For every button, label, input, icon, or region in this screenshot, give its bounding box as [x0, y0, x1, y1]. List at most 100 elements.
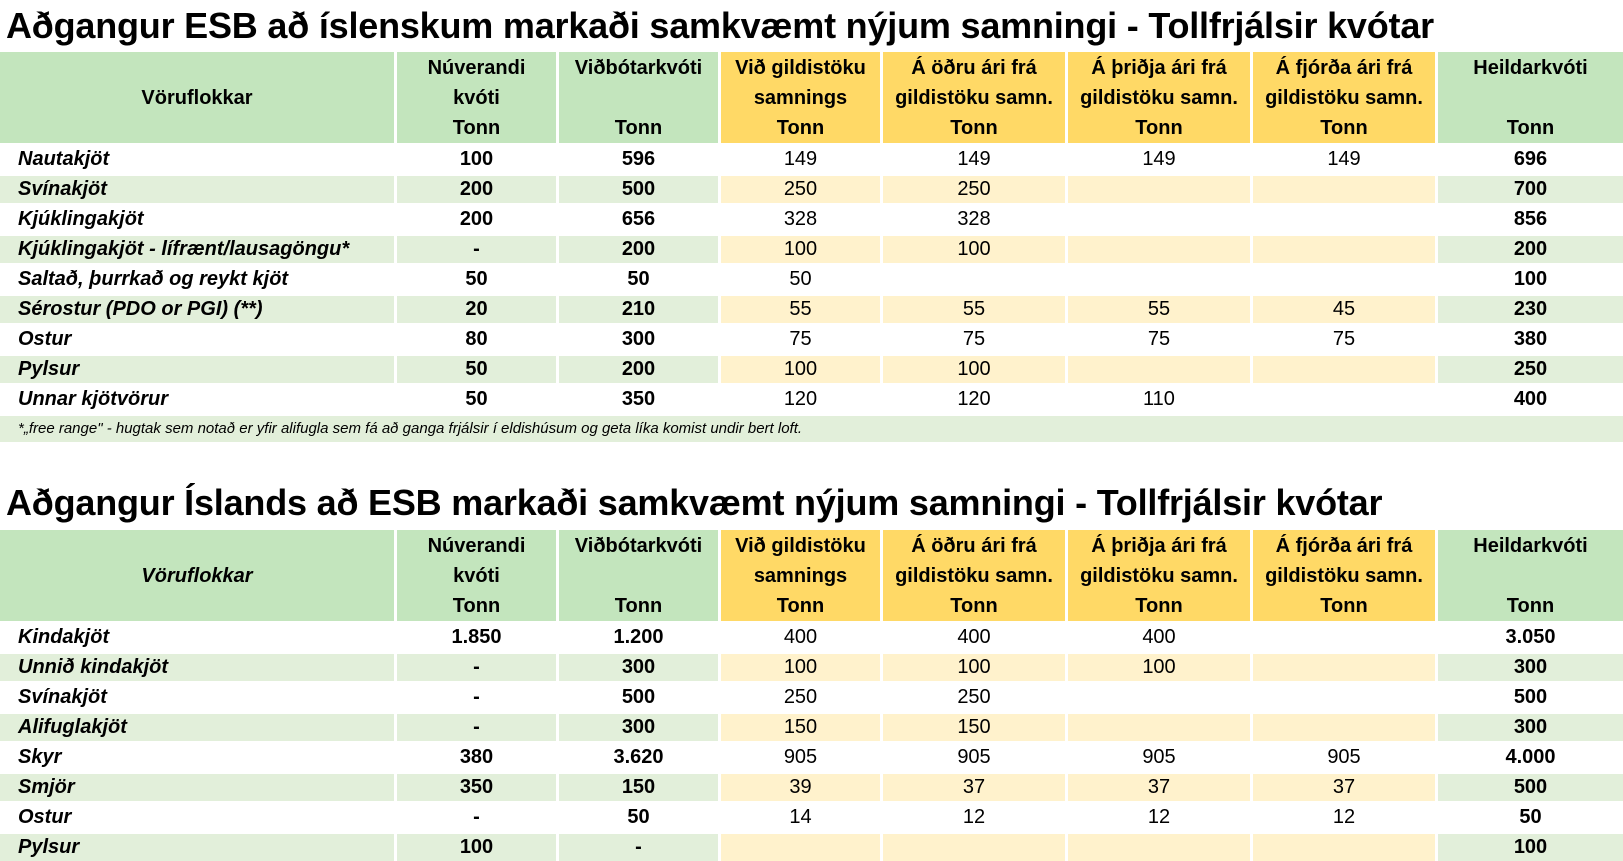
cell-current-quota: 350 — [397, 774, 559, 804]
cell-third-year — [1068, 206, 1253, 236]
table-row: Pylsur 50 200 100 100 250 — [0, 356, 1623, 386]
cell-total-quota: 500 — [1438, 774, 1623, 804]
cell-second-year: 100 — [883, 356, 1068, 386]
cell-second-year: 55 — [883, 296, 1068, 326]
cell-fourth-year — [1253, 176, 1438, 206]
header-line: Núverandi — [427, 535, 526, 557]
cell-on-entry-into-force: 14 — [721, 804, 883, 834]
header-line: Viðbótarkvóti — [574, 57, 703, 79]
cell-second-year: 100 — [883, 654, 1068, 684]
cell-product-category: Skyr — [0, 744, 397, 774]
cell-second-year — [883, 834, 1068, 861]
header-current-quota: Núverandi kvóti Tonn — [397, 52, 559, 146]
header-line: Tonn — [614, 117, 663, 139]
cell-on-entry-into-force: 39 — [721, 774, 883, 804]
header-on-entry-into-force: Við gildistöku samnings Tonn — [721, 52, 883, 146]
header-line — [561, 83, 716, 113]
cell-product-category: Svínakjöt — [0, 176, 397, 206]
cell-fourth-year: 45 — [1253, 296, 1438, 326]
cell-additional-quota: 500 — [559, 176, 721, 206]
cell-fourth-year — [1253, 206, 1438, 236]
header-line: samnings — [753, 87, 848, 109]
table-row: Unnið kindakjöt -300 100 100 100 300 — [0, 654, 1623, 684]
cell-product-category: Smjör — [0, 774, 397, 804]
header-line: Tonn — [950, 595, 998, 617]
cell-second-year: 250 — [883, 176, 1068, 206]
cell-third-year: 12 — [1068, 804, 1253, 834]
header-line: Tonn — [1506, 117, 1555, 139]
cell-current-quota: - — [397, 714, 559, 744]
cell-additional-quota: 1.200 — [559, 624, 721, 654]
table-row: Saltað, þurrkað og reykt kjöt 50 50 50 100 — [0, 266, 1623, 296]
cell-on-entry-into-force: 100 — [721, 236, 883, 266]
header-total-quota: Heildarkvóti Tonn — [1438, 530, 1623, 624]
cell-fourth-year — [1253, 266, 1438, 296]
header-line: Núverandi — [427, 57, 526, 79]
header-line: Heildarkvóti — [1473, 535, 1588, 557]
cell-third-year — [1068, 684, 1253, 714]
header-line: gildistöku samn. — [895, 87, 1053, 109]
cell-on-entry-into-force: 328 — [721, 206, 883, 236]
table-row: Svínakjöt -500 250 250 500 — [0, 684, 1623, 714]
cell-fourth-year — [1253, 834, 1438, 861]
header-line: Tonn — [950, 117, 998, 139]
table-row: Ostur 80 300 75 75 75 75 380 — [0, 326, 1623, 356]
cell-third-year — [1068, 266, 1253, 296]
header-line: gildistöku samn. — [895, 565, 1053, 587]
cell-third-year: 400 — [1068, 624, 1253, 654]
cell-additional-quota: 150 — [559, 774, 721, 804]
header-line — [561, 561, 716, 591]
cell-additional-quota: 656 — [559, 206, 721, 236]
footnote: *„free range" - hugtak sem notað er yfir… — [0, 416, 1623, 445]
cell-additional-quota: 200 — [559, 236, 721, 266]
cell-current-quota: 200 — [397, 176, 559, 206]
cell-on-entry-into-force: 100 — [721, 356, 883, 386]
header-line: Tonn — [452, 117, 501, 139]
cell-additional-quota: 3.620 — [559, 744, 721, 774]
header-product-category: Vöruflokkar — [0, 530, 397, 624]
cell-total-quota: 856 — [1438, 206, 1623, 236]
cell-additional-quota: - — [559, 834, 721, 861]
cell-total-quota: 4.000 — [1438, 744, 1623, 774]
header-fourth-year: Á fjórða ári frá gildistöku samn. Tonn — [1253, 530, 1438, 624]
header-line: Tonn — [1135, 595, 1183, 617]
header-line: Tonn — [452, 595, 501, 617]
cell-total-quota: 230 — [1438, 296, 1623, 326]
header-line: Á öðru ári frá — [911, 535, 1037, 557]
cell-product-category: Pylsur — [0, 356, 397, 386]
cell-product-category: Saltað, þurrkað og reykt kjöt — [0, 266, 397, 296]
cell-current-quota: 380 — [397, 744, 559, 774]
header-product-category: Vöruflokkar — [0, 52, 397, 146]
table-row: Pylsur 100-100 — [0, 834, 1623, 861]
cell-additional-quota: 350 — [559, 386, 721, 416]
header-row: Vöruflokkar Núverandi kvóti Tonn Viðbótarkvó… — [0, 52, 1623, 146]
header-line: gildistöku samn. — [1080, 87, 1238, 109]
header-line: Tonn — [1320, 117, 1368, 139]
cell-product-category: Kindakjöt — [0, 624, 397, 654]
header-current-quota: Núverandi kvóti Tonn — [397, 530, 559, 624]
cell-current-quota: 80 — [397, 326, 559, 356]
cell-second-year: 400 — [883, 624, 1068, 654]
cell-product-category: Svínakjöt — [0, 684, 397, 714]
cell-third-year — [1068, 356, 1253, 386]
cell-product-category: Kjúklingakjöt - lífrænt/lausagöngu* — [0, 236, 397, 266]
cell-product-category: Unnið kindakjöt — [0, 654, 397, 684]
cell-second-year: 250 — [883, 684, 1068, 714]
cell-current-quota: 100 — [397, 834, 559, 861]
header-second-year: Á öðru ári frá gildistöku samn. Tonn — [883, 52, 1068, 146]
table-row: Alifuglakjöt -300 150 150 300 — [0, 714, 1623, 744]
cell-third-year: 100 — [1068, 654, 1253, 684]
header-line: Viðbótarkvóti — [574, 535, 703, 557]
cell-additional-quota: 300 — [559, 654, 721, 684]
cell-on-entry-into-force: 120 — [721, 386, 883, 416]
cell-on-entry-into-force: 150 — [721, 714, 883, 744]
cell-total-quota: 50 — [1438, 804, 1623, 834]
cell-on-entry-into-force: 100 — [721, 654, 883, 684]
cell-third-year — [1068, 176, 1253, 206]
table-row: Smjör 350 150 39 37 37 37 500 — [0, 774, 1623, 804]
cell-product-category: Kjúklingakjöt — [0, 206, 397, 236]
cell-additional-quota: 50 — [559, 266, 721, 296]
cell-product-category: Ostur — [0, 804, 397, 834]
header-line: Á fjórða ári frá — [1275, 535, 1413, 557]
cell-total-quota: 100 — [1438, 834, 1623, 861]
